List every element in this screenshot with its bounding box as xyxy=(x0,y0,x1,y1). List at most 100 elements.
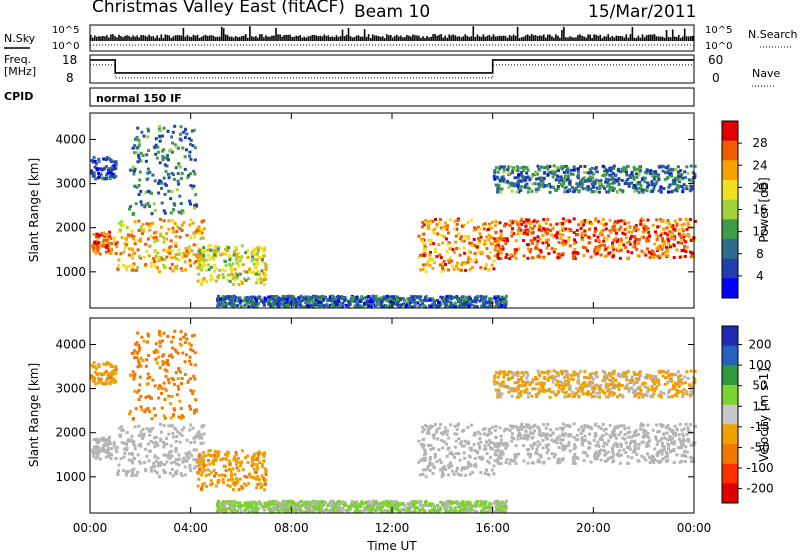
power-cell xyxy=(421,220,425,224)
velocity-cell xyxy=(151,378,155,382)
power-cell xyxy=(607,251,611,255)
power-cell xyxy=(377,298,381,302)
velocity-cell xyxy=(453,455,456,459)
velocity-cell xyxy=(182,456,186,460)
power-cell xyxy=(647,239,651,243)
velocity-cell xyxy=(263,451,267,455)
velocity-cell xyxy=(561,444,565,448)
power-cell xyxy=(579,227,583,230)
power-cell xyxy=(545,240,549,244)
velocity-cell xyxy=(132,377,136,381)
power-cell xyxy=(253,253,257,257)
power-cell xyxy=(628,237,632,240)
nsky-bar xyxy=(482,34,485,41)
velocity-cell xyxy=(177,387,181,391)
nsky-bar xyxy=(337,36,340,41)
velocity-cell xyxy=(488,455,492,459)
power-cell xyxy=(308,300,312,304)
power-cell xyxy=(189,264,193,268)
nsky-bar xyxy=(685,36,688,41)
nsky-bar xyxy=(446,37,448,41)
velocity-cell xyxy=(429,424,433,428)
nsky-bar xyxy=(224,34,227,41)
power-cell xyxy=(97,241,101,245)
power-cell xyxy=(139,256,143,260)
power-cell xyxy=(629,176,632,179)
power-cell xyxy=(665,226,669,230)
power-cell xyxy=(589,255,593,259)
power-cell xyxy=(496,295,500,299)
velocity-cell xyxy=(623,387,627,390)
power-cell xyxy=(200,258,204,261)
power-cell xyxy=(677,228,681,232)
nsky-bar xyxy=(182,28,185,41)
power-cell xyxy=(160,186,163,190)
power-cell xyxy=(550,233,554,237)
velocity-cell xyxy=(127,469,131,473)
velocity-cell xyxy=(137,343,141,347)
power-cell xyxy=(494,230,498,234)
power-cell xyxy=(264,268,268,271)
velocity-cell xyxy=(123,441,127,445)
nsky-bar xyxy=(247,37,249,41)
power-cell xyxy=(454,240,457,244)
power-cell xyxy=(130,229,134,233)
power-cell xyxy=(187,137,191,141)
power-cell xyxy=(441,262,444,265)
velocity-cell xyxy=(109,376,113,380)
power-cell xyxy=(412,298,416,301)
power-cell xyxy=(658,165,662,169)
power-cell xyxy=(512,254,516,258)
power-cell xyxy=(363,300,367,304)
nsky-bar xyxy=(108,37,110,41)
velocity-cell xyxy=(535,382,539,386)
velocity-cell xyxy=(236,460,240,464)
power-cell xyxy=(335,301,339,305)
nsky-bar xyxy=(474,36,477,41)
velocity-cell xyxy=(148,433,152,437)
power-cell xyxy=(145,222,149,226)
power-cell xyxy=(428,304,432,308)
velocity-cell xyxy=(633,445,637,449)
velocity-cell xyxy=(123,447,126,451)
power-cell xyxy=(231,276,235,280)
nsky-bar xyxy=(639,37,642,41)
velocity-cell xyxy=(218,473,222,477)
power-cell xyxy=(137,229,141,232)
power-cell xyxy=(239,299,243,303)
velocity-cell xyxy=(129,410,132,414)
power-cell xyxy=(240,279,243,283)
power-cell xyxy=(447,261,451,265)
power-cell xyxy=(132,172,136,176)
power-cell xyxy=(481,301,485,305)
power-cell xyxy=(327,304,331,308)
power-cell xyxy=(146,167,150,171)
velocity-cell xyxy=(618,449,622,453)
power-cell xyxy=(605,254,609,258)
velocity-cell xyxy=(667,447,670,451)
power-cell xyxy=(228,273,232,277)
power-cell xyxy=(247,299,251,303)
power-cell xyxy=(671,236,675,240)
velocity-cell xyxy=(456,423,460,427)
velocity-cell xyxy=(527,448,531,452)
power-cell xyxy=(598,244,601,248)
power-cell xyxy=(177,252,181,256)
velocity-cell xyxy=(522,436,526,440)
power-cell xyxy=(306,301,310,305)
power-cell xyxy=(124,265,128,269)
power-cell xyxy=(476,225,480,229)
power-cell xyxy=(457,297,461,301)
nsky-bar xyxy=(593,34,595,41)
velocity-cell xyxy=(199,487,203,491)
velocity-cell xyxy=(685,450,689,454)
power-cell xyxy=(487,238,491,242)
velocity-cell xyxy=(469,423,473,427)
power-cell xyxy=(202,277,206,280)
power-cell xyxy=(627,184,631,188)
power-cell xyxy=(433,304,437,308)
velocity-cell xyxy=(542,461,546,465)
nsky-bar xyxy=(116,37,118,41)
velocity-cell xyxy=(439,423,442,426)
velocity-cell xyxy=(533,387,537,391)
